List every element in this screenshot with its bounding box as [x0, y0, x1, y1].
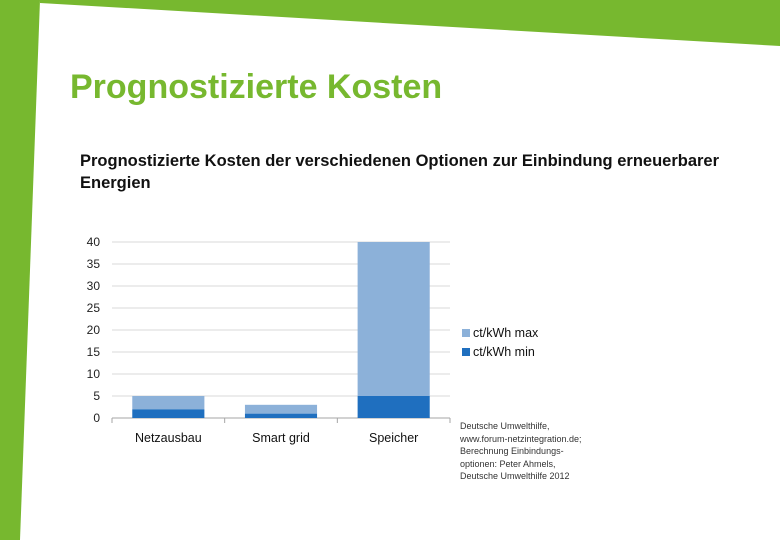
- bar-min: [357, 396, 430, 418]
- source-line: www.forum-netzintegration.de;: [460, 433, 582, 444]
- slide-title: Prognostizierte Kosten: [70, 68, 443, 106]
- y-tick-label: 40: [87, 235, 101, 249]
- source-line: Deutsche Umwelthilfe,: [460, 421, 550, 431]
- bar-min: [132, 409, 205, 418]
- source-line: Berechnung Einbindungs-: [460, 446, 564, 456]
- y-tick-label: 0: [93, 411, 100, 425]
- y-tick-label: 20: [87, 323, 101, 337]
- y-tick-label: 10: [87, 367, 101, 381]
- bar-max: [357, 242, 430, 396]
- legend-label: ct/kWh min: [473, 345, 535, 359]
- x-category-label: Smart grid: [252, 431, 310, 445]
- slide-subtitle: Prognostizierte Kosten der verschiedenen…: [80, 152, 720, 192]
- x-category-label: Netzausbau: [135, 431, 202, 445]
- y-tick-label: 25: [87, 301, 101, 315]
- legend-swatch: [462, 348, 470, 356]
- source-note: Deutsche Umwelthilfe, www.forum-netzinte…: [460, 420, 650, 483]
- x-category-label: Speicher: [369, 431, 418, 445]
- source-line: Deutsche Umwelthilfe 2012: [460, 471, 570, 481]
- bar-min: [244, 413, 318, 418]
- y-tick-label: 15: [87, 345, 101, 359]
- bar-max: [244, 404, 318, 414]
- top-green-band: [40, 0, 780, 46]
- left-green-band: [0, 0, 40, 540]
- y-tick-label: 5: [93, 389, 100, 403]
- bar-max: [132, 396, 205, 410]
- legend-label: ct/kWh max: [473, 326, 539, 340]
- legend-swatch: [462, 329, 470, 337]
- source-line: optionen: Peter Ahmels,: [460, 458, 556, 469]
- y-tick-label: 30: [87, 279, 101, 293]
- y-tick-label: 35: [87, 257, 101, 271]
